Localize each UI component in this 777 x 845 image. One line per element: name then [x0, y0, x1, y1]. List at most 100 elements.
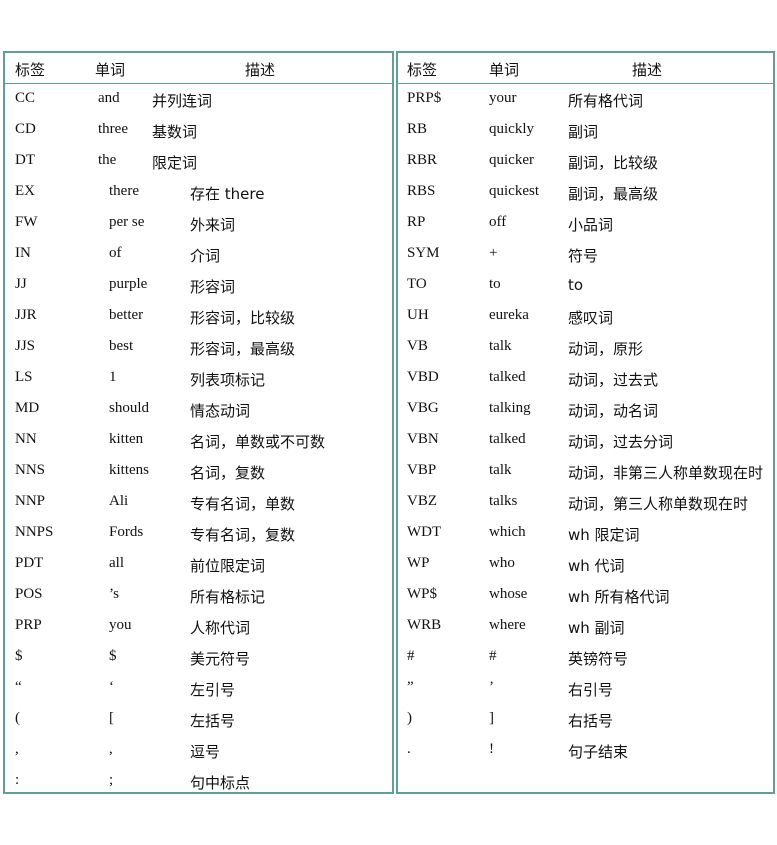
- desc-cell: 英镑符号: [568, 650, 629, 668]
- pos-tag-table-left: 标签 单词 描述 CC and 并列连词 CD three 基数词 DT the 限定词 EX th…: [3, 51, 394, 794]
- table-row: NNPS Fords 专有名词，复数: [5, 518, 392, 549]
- desc-cell: 小品词: [568, 216, 614, 234]
- tag-cell: (: [15, 710, 20, 726]
- table-row: SYM + 符号: [398, 239, 773, 270]
- word-cell: $: [109, 648, 117, 664]
- tag-cell: VBN: [407, 431, 439, 447]
- table-row: NNP Ali 专有名词，单数: [5, 487, 392, 518]
- header-desc: 描述: [632, 61, 663, 79]
- desc-cell: 左括号: [190, 712, 236, 730]
- word-cell: 1: [109, 369, 117, 385]
- tag-cell: WDT: [407, 524, 442, 540]
- tag-cell: MD: [15, 400, 40, 416]
- desc-cell: 动词，原形: [568, 340, 644, 358]
- tag-cell: PRP$: [407, 90, 442, 106]
- tag-cell: VB: [407, 338, 428, 354]
- desc-cell: 人称代词: [190, 619, 251, 637]
- table-row: VBD talked 动词，过去式: [398, 363, 773, 394]
- table-row: MD should 情态动词: [5, 394, 392, 425]
- desc-cell: 并列连词: [152, 92, 213, 110]
- word-cell: talked: [489, 431, 526, 447]
- tag-cell: PDT: [15, 555, 44, 571]
- word-cell: quickest: [489, 183, 539, 199]
- word-cell: talked: [489, 369, 526, 385]
- tag-cell: RBS: [407, 183, 436, 199]
- word-cell: ’: [489, 679, 494, 695]
- table-row: VBN talked 动词，过去分词: [398, 425, 773, 456]
- word-cell: talk: [489, 338, 512, 354]
- tag-cell: UH: [407, 307, 429, 323]
- table-row: ” ’ 右引号: [398, 673, 773, 704]
- word-cell: three: [98, 121, 128, 137]
- table-row: .! 句子结束: [398, 735, 773, 766]
- table-row: POS ’s 所有格标记: [5, 580, 392, 611]
- desc-cell: 美元符号: [190, 650, 251, 668]
- pos-tag-table-right: 标签 单词 描述 PRP$ your 所有格代词 RB quickly 副词 RBR quic…: [396, 51, 775, 794]
- desc-cell: 感叹词: [568, 309, 614, 327]
- table-row: )] 右括号: [398, 704, 773, 735]
- word-cell: you: [109, 617, 132, 633]
- desc-cell: 句中标点: [190, 774, 251, 792]
- word-cell: your: [489, 90, 517, 106]
- desc-cell: 前位限定词: [190, 557, 266, 575]
- tag-cell: LS: [15, 369, 33, 385]
- tag-cell: SYM: [407, 245, 440, 261]
- table-row: RB quickly 副词: [398, 115, 773, 146]
- desc-cell: 形容词，最高级: [190, 340, 296, 358]
- desc-cell: to: [568, 276, 584, 294]
- desc-cell: 限定词: [152, 154, 198, 172]
- desc-cell: 动词，第三人称单数现在时: [568, 495, 749, 513]
- tag-cell: CD: [15, 121, 36, 137]
- desc-cell: 外来词: [190, 216, 236, 234]
- table-row: :; 句中标点: [5, 766, 392, 797]
- desc-cell: 介词: [190, 247, 221, 265]
- table-header: 标签 单词 描述: [5, 53, 392, 84]
- tag-cell: #: [407, 648, 415, 664]
- table-row: RBR quicker 副词，比较级: [398, 146, 773, 177]
- table-row: JJS best 形容词，最高级: [5, 332, 392, 363]
- word-cell: which: [489, 524, 526, 540]
- table-row: RP off 小品词: [398, 208, 773, 239]
- table-row: VBZ talks 动词，第三人称单数现在时: [398, 487, 773, 518]
- desc-cell: 副词，比较级: [568, 154, 659, 172]
- desc-cell: 专有名词，单数: [190, 495, 296, 513]
- tag-cell: WRB: [407, 617, 442, 633]
- word-cell: off: [489, 214, 507, 230]
- table-row: FW per se 外来词: [5, 208, 392, 239]
- desc-cell: wh 代词: [568, 557, 625, 575]
- table-row: PRP$ your 所有格代词: [398, 84, 773, 115]
- table-row: JJ purple 形容词: [5, 270, 392, 301]
- word-cell: ]: [489, 710, 494, 726]
- desc-cell: 基数词: [152, 123, 198, 141]
- tag-cell: NN: [15, 431, 37, 447]
- tag-cell: ”: [407, 679, 414, 695]
- header-word: 单词: [489, 61, 520, 79]
- table-row: PRP you 人称代词: [5, 611, 392, 642]
- word-cell: where: [489, 617, 526, 633]
- header-tag: 标签: [407, 61, 438, 79]
- word-cell: best: [109, 338, 134, 354]
- word-cell: per se: [109, 214, 145, 230]
- word-cell: should: [109, 400, 150, 416]
- tag-cell: JJR: [15, 307, 37, 323]
- tag-cell: TO: [407, 276, 427, 292]
- tag-cell: RBR: [407, 152, 438, 168]
- tag-cell: RB: [407, 121, 428, 137]
- table-row: NN kitten 名词，单数或不可数: [5, 425, 392, 456]
- tag-cell: WP: [407, 555, 430, 571]
- word-cell: ;: [109, 772, 114, 788]
- tag-cell: CC: [15, 90, 36, 106]
- desc-cell: 列表项标记: [190, 371, 266, 389]
- table-row: VBP talk 动词，非第三人称单数现在时: [398, 456, 773, 487]
- tag-cell: WP$: [407, 586, 437, 602]
- tag-cell: VBD: [407, 369, 439, 385]
- word-cell: Ali: [109, 493, 129, 509]
- word-cell: talks: [489, 493, 518, 509]
- word-cell: whose: [489, 586, 528, 602]
- table-row: EX there 存在 there: [5, 177, 392, 208]
- word-cell: talking: [489, 400, 531, 416]
- table-row: VB talk 动词，原形: [398, 332, 773, 363]
- word-cell: better: [109, 307, 144, 323]
- tag-cell: NNPS: [15, 524, 54, 540]
- desc-cell: 名词，复数: [190, 464, 266, 482]
